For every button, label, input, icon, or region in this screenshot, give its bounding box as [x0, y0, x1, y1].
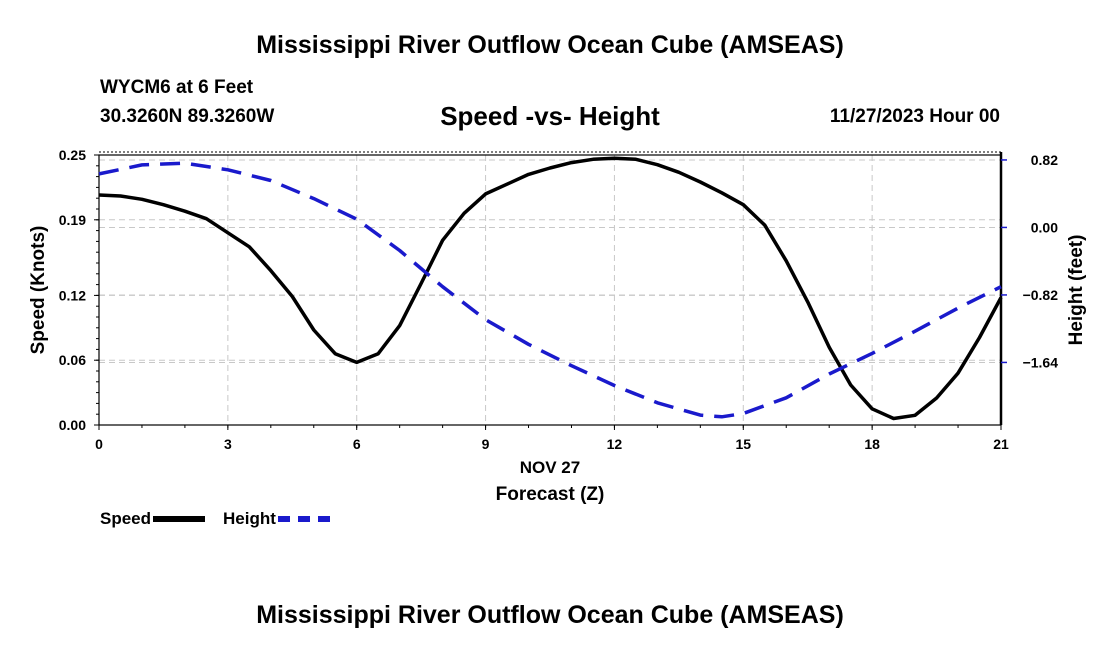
chart-subtitle: Speed -vs- Height: [440, 101, 660, 131]
series-height-line: [98, 161, 1002, 419]
footer-title: Mississippi River Outflow Ocean Cube (AM…: [256, 601, 844, 629]
y-tick-label: 0.12: [59, 287, 86, 303]
x-axis-title: Forecast (Z): [496, 484, 605, 505]
y2-tick-label: −1.64: [1023, 354, 1059, 370]
x-tick-label: 3: [224, 436, 232, 452]
legend-height: Height: [223, 509, 330, 529]
y-tick-label: 0.19: [59, 212, 86, 228]
legend-speed: Speed: [100, 509, 206, 529]
axis-tick-labels: 0 3 6 9 12 15 18 21 0.00 0.06 0.12 0.19 0.25 0.82 0.00…: [59, 147, 1058, 452]
forecast-datetime: 11/27/2023 Hour 00: [829, 106, 1000, 127]
station-label: WYCM6 at 6 Feet: [100, 77, 254, 98]
x-tick-label: 9: [482, 436, 490, 452]
legend-height-label: Height: [223, 509, 276, 528]
coordinates-label: 30.3260N 89.3260W: [100, 106, 275, 127]
x-tick-label: 0: [95, 436, 103, 452]
series-layer: [98, 156, 1003, 421]
y-tick-label: 0.06: [59, 352, 86, 368]
x-tick-label: 6: [353, 436, 361, 452]
x-tick-label: 12: [607, 436, 623, 452]
chart-legend: Speed Height: [100, 509, 348, 529]
y-tick-label: 0.25: [59, 147, 86, 163]
x-tick-label: 18: [864, 436, 880, 452]
y2-tick-label: −0.82: [1023, 287, 1059, 303]
main-title: Mississippi River Outflow Ocean Cube (AM…: [256, 31, 844, 59]
y2-tick-label: 0.82: [1031, 152, 1058, 168]
y2-axis-title: Height (feet): [1066, 235, 1087, 346]
legend-speed-label: Speed: [100, 509, 152, 528]
y-axis-title: Speed (Knots): [28, 226, 49, 355]
legend-height-swatch: [277, 516, 330, 522]
series-speed-line: [98, 156, 1003, 421]
y-tick-label: 0.00: [59, 417, 86, 433]
chart-grid: [99, 155, 1001, 425]
plot-frame: [98, 154, 1002, 426]
legend-speed-swatch: [153, 516, 206, 522]
y2-tick-label: 0.00: [1031, 219, 1058, 235]
speed-height-chart: 0 3 6 9 12 15 18 21 0.00 0.06 0.12 0.19 0.25 0.82 0.00…: [28, 147, 1087, 505]
x-tick-label: 15: [735, 436, 751, 452]
x-axis-date-label: NOV 27: [520, 458, 580, 477]
x-tick-label: 21: [993, 436, 1009, 452]
minor-ticks: [94, 154, 1007, 430]
